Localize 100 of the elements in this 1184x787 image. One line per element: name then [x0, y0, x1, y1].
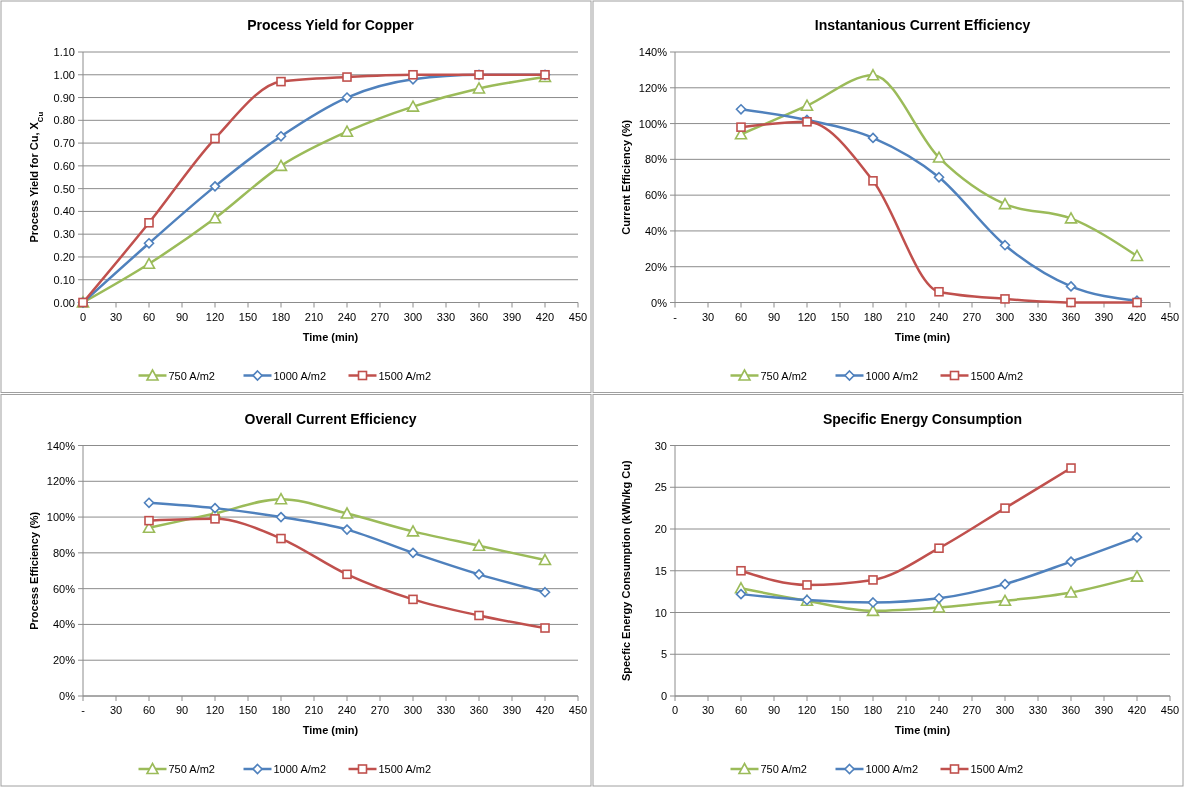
- y-tick-label: 0.00: [53, 296, 75, 309]
- y-tick-label: 40%: [52, 618, 76, 631]
- x-tick-label: 390: [1094, 704, 1114, 716]
- y-tick-label: 80%: [644, 153, 668, 166]
- legend-label: 750 A/m2: [168, 369, 215, 382]
- x-tick-label: 60: [142, 310, 156, 323]
- x-tick-label: 30: [109, 310, 123, 323]
- x-tick-label: 30: [701, 310, 715, 323]
- x-axis-title: Time (min): [302, 724, 359, 736]
- x-tick-label: 270: [962, 310, 982, 323]
- y-tick-label: 0.60: [53, 159, 75, 172]
- x-tick-label: 120: [205, 310, 225, 323]
- x-tick-label: 90: [767, 310, 781, 323]
- x-tick-label: 300: [403, 310, 423, 323]
- y-tick-label: 0%: [651, 296, 668, 309]
- y-tick-label: 0%: [59, 690, 76, 702]
- x-tick-label: 360: [1061, 704, 1081, 716]
- x-tick-label: 210: [304, 310, 324, 323]
- chart-title: Instantanious Current Efficiency: [814, 17, 1031, 33]
- x-tick-label: 0: [79, 310, 87, 323]
- y-tick-label: 0.80: [53, 114, 75, 127]
- legend-label: 1000 A/m2: [273, 763, 327, 775]
- y-tick-label: 100%: [638, 117, 668, 130]
- x-axis-title: Time (min): [302, 330, 359, 343]
- x-tick-label: 300: [403, 704, 423, 716]
- chart-title: Overall Current Efficiency: [244, 410, 417, 427]
- x-tick-label: 180: [863, 310, 883, 323]
- y-tick-label: 0.90: [53, 91, 75, 104]
- y-axis-title: Current Efficiency (%): [620, 119, 632, 235]
- y-tick-label: 1.00: [53, 68, 75, 81]
- legend-label: 1500 A/m2: [970, 763, 1024, 775]
- y-tick-label: 120%: [638, 81, 668, 94]
- chart-title: Process Yield for Copper: [247, 17, 415, 33]
- x-tick-label: 420: [1127, 704, 1147, 716]
- x-tick-label: 60: [734, 704, 748, 716]
- x-tick-label: 360: [469, 704, 489, 716]
- legend-label: 1000 A/m2: [865, 763, 919, 775]
- y-tick-label: 15: [654, 564, 667, 577]
- legend-label: 750 A/m2: [760, 369, 807, 382]
- y-tick-label: 20: [654, 523, 667, 535]
- x-tick-label: 150: [830, 310, 850, 323]
- x-tick-label: 150: [830, 704, 850, 716]
- y-tick-label: 140%: [46, 439, 76, 452]
- x-tick-label: 60: [734, 310, 748, 323]
- x-tick-label: 30: [109, 704, 123, 716]
- y-tick-label: 100%: [46, 511, 76, 524]
- x-tick-label: 60: [142, 704, 156, 716]
- y-tick-label: 5: [660, 648, 667, 661]
- x-tick-label: 420: [1127, 310, 1147, 323]
- x-tick-label: 270: [370, 310, 390, 323]
- y-tick-label: 25: [654, 481, 667, 494]
- y-tick-label: 20%: [52, 654, 76, 667]
- chart-title: Specific Energy Consumption: [822, 410, 1023, 427]
- x-tick-label: 150: [238, 310, 258, 323]
- legend-label: 750 A/m2: [168, 763, 215, 775]
- x-tick-label: 90: [175, 704, 189, 716]
- x-tick-label: 180: [271, 704, 291, 716]
- x-tick-label: 330: [1028, 704, 1048, 716]
- y-tick-label: 0: [660, 690, 667, 702]
- x-tick-label: 450: [1160, 704, 1180, 716]
- y-tick-label: 140%: [638, 46, 668, 58]
- x-tick-label: 210: [304, 704, 324, 716]
- y-tick-label: 1.10: [53, 46, 75, 58]
- x-tick-label: -: [673, 310, 678, 323]
- x-tick-label: 240: [337, 704, 357, 716]
- legend-label: 1000 A/m2: [273, 369, 327, 382]
- x-tick-label: 390: [1094, 310, 1114, 323]
- y-tick-label: 0.20: [53, 250, 75, 263]
- legend-label: 1500 A/m2: [970, 369, 1024, 382]
- x-tick-label: 0: [671, 704, 679, 716]
- y-axis-title: Process Efficiency (%): [28, 511, 40, 630]
- legend-label: 750 A/m2: [760, 763, 807, 775]
- x-tick-label: 180: [863, 704, 883, 716]
- y-tick-label: 20%: [644, 260, 668, 273]
- x-tick-label: 180: [271, 310, 291, 323]
- x-axis-title: Time (min): [894, 330, 951, 343]
- x-tick-label: 390: [502, 310, 522, 323]
- y-tick-label: 10: [654, 606, 667, 619]
- x-tick-label: 210: [896, 704, 916, 716]
- x-tick-label: 90: [767, 704, 781, 716]
- x-tick-label: 420: [535, 310, 555, 323]
- y-tick-label: 0.30: [53, 228, 75, 241]
- x-tick-label: 30: [701, 704, 715, 716]
- x-tick-label: 450: [1160, 310, 1180, 323]
- x-tick-label: 300: [995, 310, 1015, 323]
- y-tick-label: 0.40: [53, 205, 75, 218]
- x-tick-label: 270: [962, 704, 982, 716]
- y-tick-label: 60%: [644, 189, 668, 202]
- legend-label: 1500 A/m2: [378, 763, 432, 775]
- x-axis-title: Time (min): [894, 724, 951, 736]
- x-tick-label: 120: [797, 704, 817, 716]
- x-tick-label: 270: [370, 704, 390, 716]
- y-tick-label: 120%: [46, 475, 76, 488]
- x-tick-label: 90: [175, 310, 189, 323]
- x-tick-label: 360: [1061, 310, 1081, 323]
- y-tick-label: 80%: [52, 546, 76, 559]
- x-tick-label: 120: [205, 704, 225, 716]
- x-tick-label: 450: [568, 704, 588, 716]
- y-tick-label: 30: [654, 439, 667, 452]
- y-tick-label: 0.70: [53, 137, 75, 150]
